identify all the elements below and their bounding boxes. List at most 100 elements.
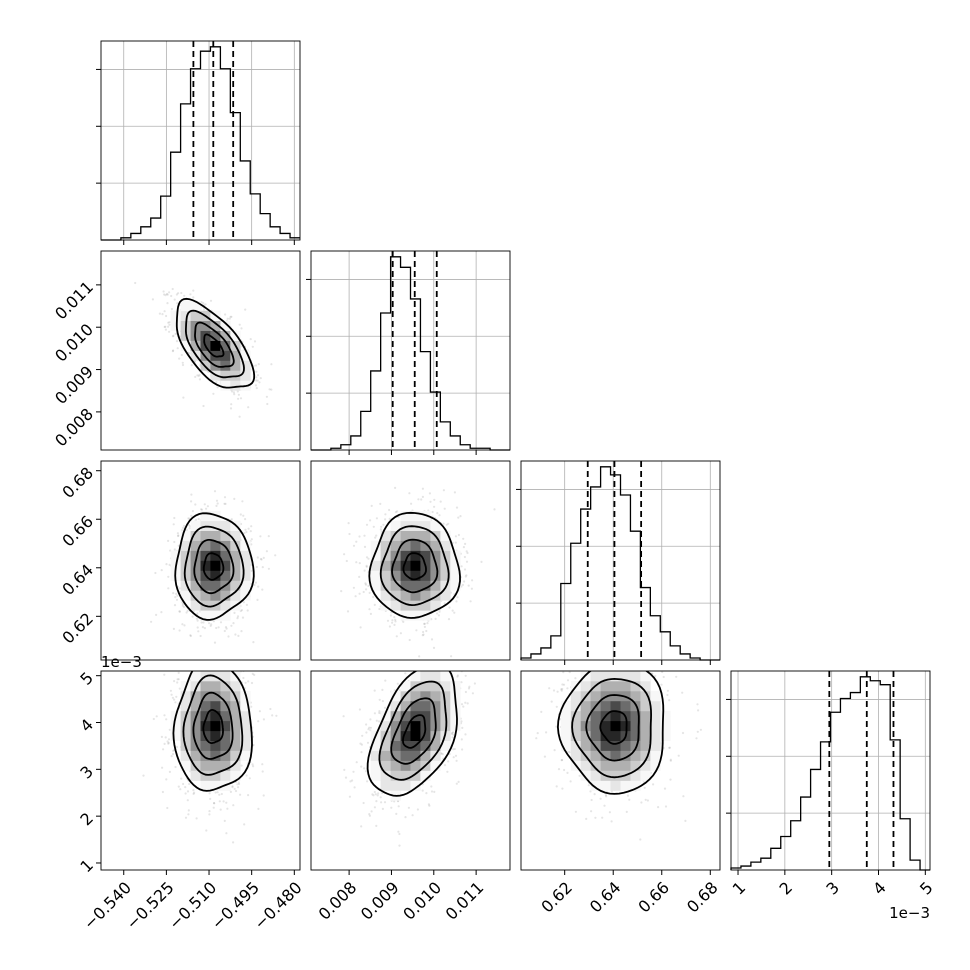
scatter-point bbox=[205, 507, 208, 510]
density-cell bbox=[200, 350, 211, 361]
scatter-point bbox=[252, 743, 255, 747]
scatter-point bbox=[187, 809, 190, 812]
scatter-point bbox=[443, 602, 446, 605]
scatter-point bbox=[651, 648, 653, 650]
scatter-point bbox=[380, 525, 383, 528]
scatter-point bbox=[459, 515, 462, 518]
scatter-point bbox=[233, 669, 235, 671]
scatter-point bbox=[454, 754, 458, 757]
density-cell bbox=[190, 300, 201, 312]
density-cell bbox=[400, 760, 411, 771]
density-cell bbox=[600, 760, 611, 771]
scatter-point bbox=[543, 755, 547, 758]
density-cell bbox=[210, 580, 221, 591]
density-cell bbox=[440, 590, 451, 601]
scatter-point bbox=[241, 500, 244, 503]
contour-line bbox=[390, 697, 437, 765]
density-cells bbox=[370, 671, 461, 801]
density-cell bbox=[210, 330, 221, 341]
scatter-point bbox=[370, 810, 373, 813]
scatter-point bbox=[442, 489, 445, 492]
scatter-point bbox=[187, 813, 190, 816]
scatter-point bbox=[381, 807, 384, 811]
density-cell bbox=[400, 520, 411, 531]
scatter-point bbox=[217, 626, 220, 629]
scatter-point bbox=[259, 557, 262, 561]
density-cell bbox=[640, 730, 651, 741]
scatter-point bbox=[550, 667, 552, 669]
contour-line bbox=[402, 552, 427, 581]
scatter-point bbox=[233, 393, 236, 396]
scatter-point bbox=[470, 587, 473, 590]
scatter-point bbox=[560, 759, 563, 762]
y-tick-label: 4 bbox=[76, 715, 97, 736]
scatter-point bbox=[224, 502, 227, 505]
scatter-point bbox=[230, 315, 233, 318]
density-cell bbox=[410, 720, 421, 732]
scatter-point bbox=[664, 805, 668, 808]
scatter-point bbox=[415, 629, 418, 632]
scatter-point bbox=[245, 530, 248, 534]
scatter-point bbox=[351, 779, 354, 782]
density-cell bbox=[600, 780, 611, 791]
density-cell bbox=[170, 310, 181, 321]
density-cell bbox=[230, 530, 241, 541]
scatter-point bbox=[447, 522, 450, 525]
scatter-point bbox=[215, 504, 218, 507]
density-cell bbox=[230, 580, 241, 591]
scatter-point bbox=[171, 753, 175, 756]
scatter-point bbox=[207, 370, 210, 373]
scatter-point bbox=[206, 666, 208, 668]
density-cell bbox=[410, 770, 421, 781]
scatter-point bbox=[160, 735, 163, 739]
scatter-point bbox=[363, 767, 366, 770]
density-cell bbox=[660, 720, 671, 732]
scatter-point bbox=[431, 510, 434, 514]
scatter-point bbox=[167, 742, 170, 745]
scatter-point bbox=[344, 776, 348, 779]
scatter-point bbox=[450, 732, 453, 736]
scatter-point bbox=[176, 532, 179, 535]
scatter-point bbox=[561, 687, 564, 691]
scatter-point bbox=[464, 674, 467, 677]
density-cell bbox=[400, 550, 411, 561]
density-cell bbox=[430, 600, 441, 611]
density-cell bbox=[390, 730, 401, 741]
scatter-point bbox=[398, 832, 401, 836]
scatter-point bbox=[164, 328, 167, 331]
scatter-point bbox=[168, 770, 171, 774]
density-cell bbox=[420, 700, 431, 712]
scatter-point bbox=[368, 726, 371, 729]
density-cell bbox=[650, 750, 661, 761]
scatter-point bbox=[378, 607, 381, 611]
density-cell bbox=[390, 760, 401, 771]
density-cell bbox=[640, 710, 651, 722]
scatter-point bbox=[247, 794, 250, 797]
density-cell bbox=[390, 740, 401, 751]
scatter-point bbox=[214, 662, 216, 664]
scatter-point bbox=[168, 323, 171, 326]
density-cell bbox=[430, 690, 441, 702]
scatter-point bbox=[233, 663, 235, 665]
panel-body bbox=[142, 639, 278, 844]
density-cell bbox=[640, 681, 651, 692]
density-cell bbox=[640, 750, 651, 761]
scatter-point bbox=[180, 291, 183, 295]
scatter-point bbox=[163, 742, 166, 746]
scatter-point bbox=[455, 782, 458, 785]
scatter-point bbox=[374, 536, 377, 539]
scatter-point bbox=[452, 756, 455, 759]
density-cell bbox=[220, 550, 231, 561]
scatter-point bbox=[188, 352, 191, 355]
scatter-point bbox=[190, 493, 193, 496]
scatter-point bbox=[173, 298, 176, 301]
scatter-point bbox=[262, 718, 265, 721]
scatter-point bbox=[181, 603, 185, 606]
density-cell bbox=[230, 570, 241, 581]
density-cell bbox=[230, 730, 241, 741]
scatter-point bbox=[206, 639, 208, 641]
scatter-point bbox=[166, 293, 169, 296]
scatter-point bbox=[389, 614, 392, 617]
scatter-point bbox=[599, 797, 602, 800]
density-cell bbox=[230, 380, 241, 391]
